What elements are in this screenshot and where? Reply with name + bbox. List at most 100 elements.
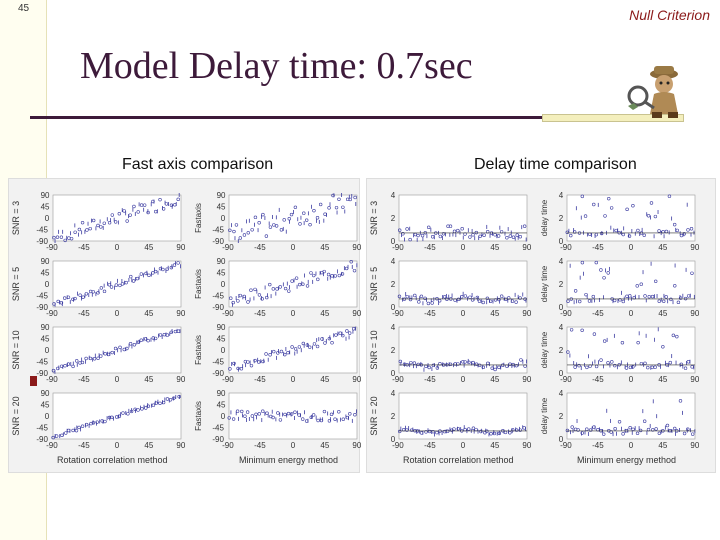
x-tick-label: 90 (690, 309, 699, 318)
y-tick-label: 0 (391, 303, 396, 312)
data-point (279, 349, 284, 354)
data-point (272, 349, 276, 354)
data-point (249, 288, 253, 292)
y-tick-label: 4 (391, 323, 396, 332)
data-point (287, 289, 291, 293)
data-point (253, 287, 257, 292)
x-tick-label: -45 (78, 375, 90, 384)
data-point (345, 329, 349, 333)
data-point (468, 235, 472, 239)
data-point (573, 365, 577, 369)
y-tick-label: 0 (391, 369, 396, 378)
y-tick-label: 4 (391, 191, 396, 200)
data-point (257, 293, 262, 297)
data-point (311, 413, 316, 417)
y-tick-label: 45 (217, 269, 226, 278)
data-point (408, 297, 413, 302)
data-point (492, 431, 497, 436)
data-point (238, 236, 243, 240)
row-label: SNR = 20 (369, 396, 379, 435)
data-point (514, 300, 518, 304)
data-point (518, 296, 522, 300)
y-tick-label: 0 (221, 214, 226, 223)
subplot-frame (566, 194, 696, 242)
data-point (661, 345, 665, 349)
x-tick-label: 90 (176, 243, 185, 252)
data-point (322, 269, 326, 274)
x-tick-label: 45 (658, 441, 667, 450)
data-point (271, 287, 276, 291)
x-axis-label-left: Rotation correlation method (403, 455, 514, 465)
y-tick-label: 45 (41, 203, 50, 212)
y-tick-label: -90 (36, 303, 48, 312)
data-point (289, 212, 294, 217)
data-point (353, 195, 357, 200)
data-point (293, 205, 298, 210)
data-point (420, 233, 425, 238)
data-point (609, 206, 614, 210)
data-point (146, 338, 150, 343)
data-point (413, 293, 417, 298)
data-point (315, 344, 320, 349)
data-point (489, 431, 493, 436)
data-point (320, 337, 324, 341)
data-point (348, 197, 352, 202)
data-point (349, 259, 353, 264)
data-point (488, 299, 493, 303)
x-tick-label: 90 (176, 441, 185, 450)
data-point (128, 213, 132, 217)
data-point (305, 284, 310, 288)
right-ylabel: Fastaxis (194, 335, 203, 365)
y-tick-label: 90 (217, 257, 226, 266)
y-tick-label: 2 (559, 346, 564, 355)
data-point (673, 284, 677, 288)
data-point (69, 236, 74, 241)
data-point (131, 279, 136, 283)
subplot-frame (398, 260, 528, 308)
x-tick-label: -45 (424, 441, 436, 450)
subplot-frame (52, 194, 182, 242)
data-point (467, 427, 471, 431)
data-point (242, 233, 247, 237)
y-tick-label: 90 (41, 389, 50, 398)
header-tag: Null Criterion (629, 7, 710, 23)
x-tick-label: -45 (254, 309, 266, 318)
data-point (114, 283, 119, 287)
data-point (607, 196, 611, 201)
data-point (301, 282, 305, 286)
data-point (337, 410, 341, 414)
data-point (239, 367, 244, 371)
data-point (505, 236, 509, 240)
data-point (289, 412, 294, 416)
data-point (278, 418, 283, 422)
data-point (316, 277, 320, 282)
data-point (276, 351, 280, 355)
data-point (485, 296, 490, 301)
x-tick-label: -90 (46, 375, 58, 384)
data-point (497, 431, 502, 436)
y-tick-label: 45 (41, 269, 50, 278)
data-point (91, 421, 96, 425)
data-point (653, 214, 658, 219)
y-tick-label: -90 (36, 435, 48, 444)
x-tick-label: 0 (291, 441, 296, 450)
right-ylabel: Fastaxis (194, 203, 203, 233)
data-point (515, 233, 519, 237)
right-ylabel: delay time (540, 265, 549, 302)
x-tick-label: 45 (490, 309, 499, 318)
y-tick-label: 0 (221, 346, 226, 355)
data-point (569, 328, 574, 332)
data-point (92, 357, 97, 361)
data-point (153, 336, 158, 341)
data-point (481, 365, 485, 370)
data-point (66, 295, 71, 299)
data-point (646, 365, 650, 370)
data-point (628, 294, 632, 298)
data-point (84, 422, 89, 427)
data-point (146, 404, 151, 408)
data-point (682, 431, 687, 436)
x-tick-label: 90 (522, 441, 531, 450)
data-point (117, 212, 122, 216)
y-tick-label: 2 (391, 412, 396, 421)
data-point (234, 223, 239, 227)
